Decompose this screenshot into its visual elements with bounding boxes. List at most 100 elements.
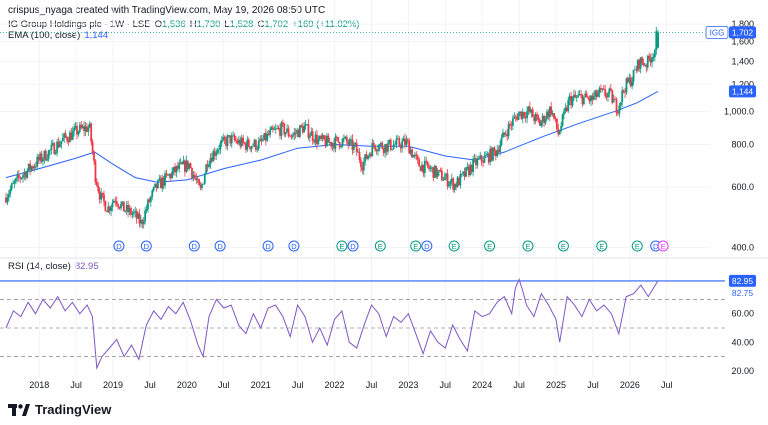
- candle-body: [638, 59, 641, 69]
- candle-body: [502, 132, 504, 138]
- candle-body: [206, 164, 209, 167]
- x-tick-label: Jul: [292, 380, 304, 390]
- candle-body: [628, 77, 631, 83]
- dividend-event-marker[interactable]: D: [288, 240, 300, 252]
- dividend-event-marker[interactable]: D: [188, 240, 200, 252]
- tradingview-brand[interactable]: TradingView: [8, 402, 111, 417]
- earnings-event-marker[interactable]: E: [557, 240, 569, 252]
- earnings-event-marker[interactable]: E: [374, 240, 386, 252]
- candle-body: [61, 137, 64, 142]
- x-tick-label: 2022: [325, 380, 345, 390]
- candle-body: [396, 138, 399, 140]
- earnings-event-marker[interactable]: E: [336, 240, 348, 252]
- candle-body: [617, 113, 619, 114]
- candle-body: [59, 143, 61, 148]
- candle-body: [212, 151, 215, 162]
- earnings-event-marker[interactable]: E: [448, 240, 460, 252]
- candle-body: [560, 125, 563, 131]
- candle-body: [520, 111, 523, 119]
- candle-body: [182, 160, 185, 165]
- last-price-label-bg: [729, 26, 756, 39]
- candle-body: [186, 160, 189, 169]
- dividend-event-marker[interactable]: D: [262, 240, 274, 252]
- candle-body: [294, 132, 297, 134]
- candle-body: [76, 126, 78, 135]
- earnings-event-marker[interactable]: E: [522, 240, 534, 252]
- earnings-event-marker[interactable]: E: [596, 240, 608, 252]
- earnings-event-marker[interactable]: E: [484, 240, 496, 252]
- earnings-event-marker[interactable]: E: [631, 240, 643, 252]
- candle-body: [325, 135, 328, 147]
- candle-body: [472, 158, 475, 173]
- candle-body: [196, 179, 199, 181]
- candle-body: [213, 151, 216, 156]
- candle-body: [567, 100, 570, 112]
- candle-body: [162, 177, 165, 186]
- candle-body: [379, 143, 382, 145]
- candle-body: [260, 138, 263, 141]
- candle-body: [578, 94, 581, 96]
- candle-body: [450, 178, 453, 182]
- candle-body: [125, 204, 128, 211]
- candle-body: [249, 146, 252, 150]
- candle-body: [476, 159, 479, 166]
- candle-body: [95, 182, 98, 186]
- candle-body: [169, 174, 172, 178]
- candle-body: [389, 139, 392, 150]
- candle-body: [42, 159, 44, 162]
- dividend-event-marker[interactable]: D: [347, 240, 359, 252]
- candle-body: [492, 147, 494, 161]
- dividend-event-marker[interactable]: D: [113, 240, 125, 252]
- ema-legend[interactable]: EMA (100, close) 1,144: [8, 30, 108, 41]
- candle-body: [159, 178, 162, 189]
- candle-body: [233, 135, 236, 140]
- candle-body: [91, 141, 94, 153]
- candle-body: [594, 90, 597, 97]
- candle-body: [554, 118, 557, 120]
- candle-body: [428, 166, 431, 169]
- rsi-last-value-label-bg: [729, 274, 756, 287]
- candle-body: [10, 183, 13, 190]
- candle-body: [51, 143, 54, 145]
- earnings-event-circle: [557, 240, 569, 252]
- x-tick-label: Jul: [218, 380, 230, 390]
- candle-body: [401, 141, 404, 149]
- candle-body: [546, 111, 548, 120]
- candle-body: [111, 202, 114, 208]
- candle-body: [358, 151, 361, 161]
- candle-body: [392, 144, 395, 150]
- candle-body: [524, 116, 527, 119]
- candle-body: [460, 173, 463, 175]
- candle-body: [318, 135, 321, 140]
- candle-body: [277, 128, 280, 130]
- candle-body: [307, 124, 310, 138]
- dividend-event-marker[interactable]: D: [421, 240, 433, 252]
- dividend-event-circle: [347, 240, 359, 252]
- candle-body: [378, 144, 381, 150]
- dividend-event-marker[interactable]: D: [140, 240, 152, 252]
- earnings-event-marker[interactable]: E: [410, 240, 422, 252]
- candle-body: [83, 126, 85, 132]
- candle-body: [543, 115, 546, 123]
- candle-body: [438, 170, 440, 172]
- future_earnings-event-marker[interactable]: E: [657, 240, 669, 252]
- dividend-event-marker[interactable]: D: [214, 240, 226, 252]
- candle-body: [165, 173, 168, 175]
- symbol-tag: IGG: [710, 28, 725, 37]
- candle-body: [574, 94, 577, 98]
- candle-body: [30, 166, 33, 170]
- price-tick-label: 400.0: [731, 242, 754, 252]
- candle-body: [371, 143, 374, 157]
- ema-value: 1,144: [84, 30, 109, 41]
- candle-body: [333, 143, 335, 149]
- candle-body: [568, 96, 571, 101]
- candle-body: [591, 95, 594, 100]
- earnings-event-label: E: [487, 242, 492, 251]
- candle-body: [87, 127, 90, 132]
- candle-body: [63, 133, 66, 138]
- candle-body: [653, 50, 656, 58]
- candle-body: [331, 143, 334, 147]
- candle-body: [259, 138, 262, 142]
